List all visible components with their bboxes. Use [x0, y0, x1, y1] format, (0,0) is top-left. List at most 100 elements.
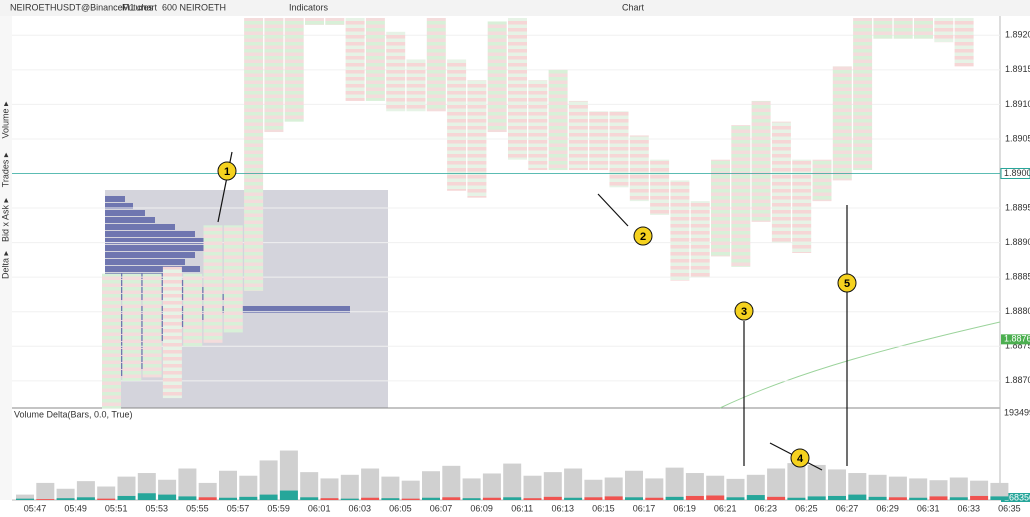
delta-bar: [36, 499, 55, 500]
footprint-column: [183, 273, 203, 347]
footprint-column: [406, 59, 426, 112]
footprint-column: [102, 273, 121, 409]
volume-bar: [909, 478, 928, 500]
delta-bar: [685, 495, 704, 500]
volume-bar: [36, 482, 55, 500]
time-label: 06:15: [592, 503, 615, 513]
delta-bar: [178, 496, 197, 500]
volume-bar: [401, 480, 420, 500]
footprint-column: [305, 18, 324, 25]
volume-bar: [178, 468, 197, 500]
delta-bar: [401, 498, 420, 500]
indicator-label: Volume Delta(Bars, 0.0, True): [14, 409, 133, 419]
footprint-column: [792, 159, 812, 253]
time-label: 05:47: [24, 503, 47, 513]
delta-bar: [706, 495, 725, 500]
price-label: 1.8880: [1005, 306, 1030, 316]
delta-bar: [543, 496, 562, 500]
ma-price-box: [1001, 334, 1030, 345]
price-label: 1.8905: [1005, 133, 1030, 143]
time-label: 06:19: [673, 503, 696, 513]
footprint-column: [244, 18, 264, 291]
footprint-column: [284, 18, 304, 122]
footprint-column: [528, 80, 548, 171]
footprint-column: [832, 66, 852, 181]
footprint-column: [589, 111, 609, 171]
indicators-button[interactable]: Indicators: [289, 2, 329, 12]
side-tab[interactable]: Delta ▸: [0, 251, 10, 280]
volume-bar: [604, 477, 623, 500]
delta-bar: [340, 498, 359, 500]
delta-bar: [259, 494, 278, 500]
side-tab[interactable]: Volume ▸: [0, 101, 10, 139]
volume-bar: [16, 494, 34, 500]
footprint-column: [365, 18, 385, 101]
volume-bar: [848, 473, 867, 500]
delta-bar: [848, 494, 867, 500]
footprint-column: [325, 18, 345, 25]
time-label: 06:21: [714, 503, 737, 513]
symbol[interactable]: NEIROETHUSDT@BinanceFutures: [10, 2, 154, 12]
delta-bar: [604, 496, 623, 500]
footprint-column: [954, 18, 974, 67]
footprint-column: [223, 225, 243, 333]
time-label: 05:55: [186, 503, 209, 513]
volume-bar: [685, 473, 704, 500]
delta-bar: [970, 495, 989, 500]
annotation-marker: [217, 161, 237, 181]
time-label: 05:59: [267, 503, 290, 513]
time-label: 06:29: [876, 503, 899, 513]
price-label: 1.8915: [1005, 64, 1030, 74]
volume-bar: [706, 475, 725, 500]
volume-bar: [584, 479, 603, 500]
annotation-label: 1: [224, 166, 230, 178]
footprint-column: [914, 18, 933, 39]
time-label: 06:25: [795, 503, 818, 513]
volume-bar: [523, 475, 542, 500]
volume-bar: [949, 477, 968, 500]
volume-bar: [482, 473, 501, 500]
delta-bar: [219, 497, 237, 500]
footprint-column: [386, 31, 406, 112]
volume-bar: [767, 468, 786, 500]
time-label: 06:13: [552, 503, 575, 513]
footprint-column: [853, 18, 873, 171]
delta-bar: [726, 497, 745, 500]
last-price-box: [1000, 167, 1030, 179]
footprint-column: [873, 18, 893, 39]
time-label: 06:35: [998, 503, 1021, 513]
time-label: 06:05: [389, 503, 412, 513]
footprint-column: [934, 18, 954, 43]
delta-bar: [665, 496, 684, 500]
volume-setting[interactable]: 600 NEIROETH: [162, 2, 226, 12]
volume-bar: [929, 480, 948, 500]
price-label: 1.8885: [1005, 272, 1030, 282]
volume-bar: [726, 478, 745, 500]
delta-bar: [16, 498, 34, 500]
window-title: Chart: [622, 2, 645, 12]
delta-bar: [462, 498, 481, 500]
footprint-column: [426, 18, 446, 112]
annotation-marker: [837, 273, 857, 293]
footprint-column: [508, 18, 527, 160]
volume-bar: [888, 476, 907, 500]
delta-bar: [158, 494, 177, 500]
footprint-column: [711, 159, 730, 257]
delta-bar: [56, 498, 75, 500]
footprint-column: [264, 18, 284, 133]
delta-bar: [76, 497, 95, 500]
side-tab[interactable]: Bid x Ask ▸: [0, 198, 10, 243]
time-label: 06:03: [349, 503, 372, 513]
timeframe[interactable]: M1 chart: [122, 2, 158, 12]
volume-bar: [990, 482, 1009, 500]
volume-bar: [868, 474, 887, 500]
volume-bar: [807, 464, 826, 500]
footprint-column: [548, 69, 568, 171]
delta-bar: [746, 495, 765, 500]
delta-bar: [300, 497, 319, 500]
annotation-label: 2: [640, 231, 646, 243]
footprint-column: [487, 21, 507, 133]
side-tab[interactable]: Trades ▸: [0, 152, 10, 187]
delta-bar: [97, 498, 116, 500]
